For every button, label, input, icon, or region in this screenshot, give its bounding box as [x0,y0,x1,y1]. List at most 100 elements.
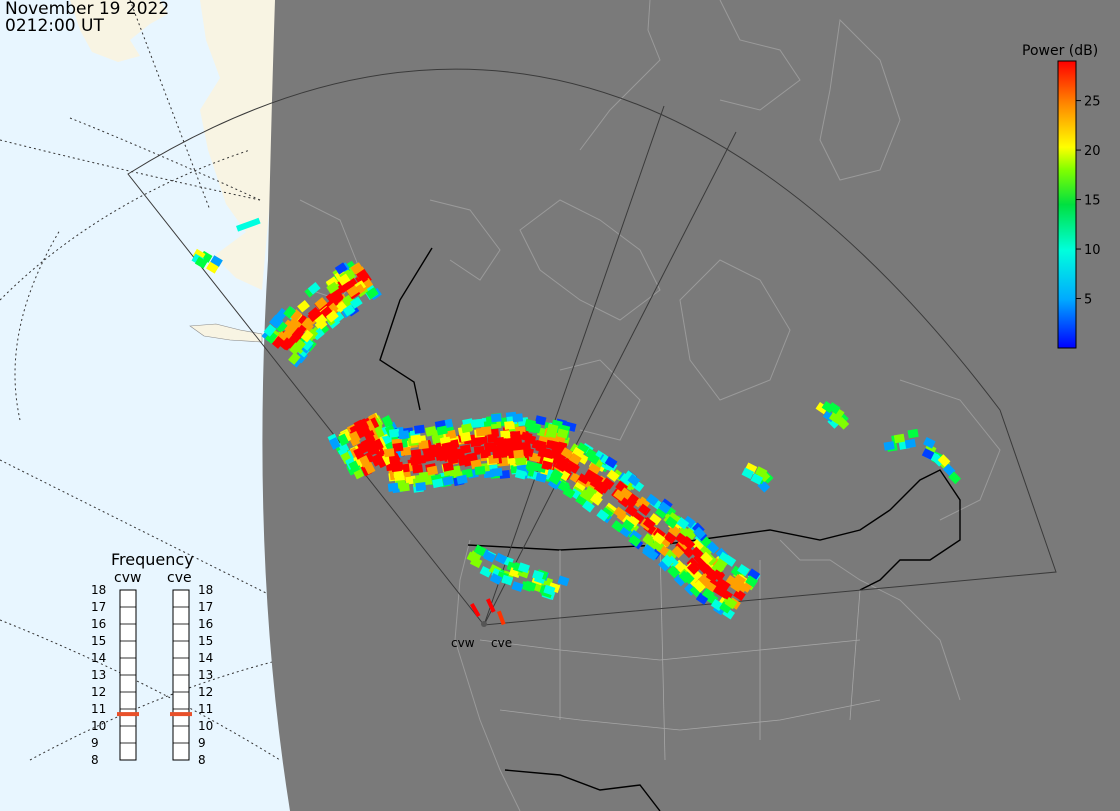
backscatter-cell [342,304,356,317]
backscatter-cell [206,261,219,274]
backscatter-cell [490,413,502,423]
graticule [0,0,281,761]
frequency-scale-label: 13 [198,668,213,682]
backscatter-cell [392,461,404,471]
frequency-scale-label: 14 [198,651,213,665]
backscatter-cell [517,562,530,574]
backscatter-cell [532,569,545,581]
backscatter-cell [601,477,615,490]
backscatter-cell [297,299,310,313]
alaska-landmass-east [200,0,290,290]
backscatter-cell [606,469,620,482]
backscatter-cell [414,455,426,465]
backscatter-cell [582,500,595,513]
backscatter-cell [364,442,377,456]
backscatter-cell [745,575,759,588]
backscatter-cell [337,433,350,447]
backscatter-cell [596,509,610,522]
backscatter-cell [543,584,556,596]
backscatter-cell [349,296,363,309]
backscatter-cell [357,418,370,431]
backscatter-cell [750,473,764,485]
backscatter-cell [334,300,348,314]
frequency-marker [170,712,192,717]
backscatter-cell [747,568,761,581]
backscatter-cell [436,425,448,436]
backscatter-cell [412,464,424,474]
backscatter-cell [426,465,439,476]
backscatter-cell [592,485,605,498]
colorbar-title: Power (dB) [1022,43,1098,59]
backscatter-cell [714,558,728,571]
backscatter-cell [493,437,505,446]
night-terminator-region [262,0,1120,811]
backscatter-cell [627,473,641,487]
backscatter-cell [398,430,410,440]
backscatter-cell [554,460,568,473]
backscatter-cell [545,427,558,439]
backscatter-cell [513,449,525,459]
frequency-scale-label: 10 [91,719,106,733]
backscatter-cell [349,430,361,444]
backscatter-cell [514,456,526,466]
backscatter-cell [524,580,537,592]
backscatter-cell [557,469,571,482]
backscatter-cell [571,446,585,459]
backscatter-cell [483,550,496,563]
backscatter-cell [441,441,453,452]
backscatter-cell [883,441,895,451]
backscatter-cell [325,290,339,304]
backscatter-cell [893,433,905,444]
backscatter-cell [658,501,671,514]
backscatter-cell [827,402,841,415]
backscatter-cell [613,488,626,502]
backscatter-cell [590,493,603,506]
backscatter-cell [326,310,339,323]
backscatter-cell [628,534,642,547]
alaska-landmass [70,0,168,62]
backscatter-cell [619,487,633,500]
backscatter-cell [689,584,703,598]
backscatter-cell [497,610,506,626]
backscatter-cell [280,337,294,351]
backscatter-cell [626,515,640,528]
backscatter-cell [711,562,725,575]
frequency-scale-label: 9 [91,736,99,750]
backscatter-cell [556,428,569,439]
backscatter-cell [392,442,404,452]
backscatter-cell [651,539,665,552]
backscatter-cell [485,598,496,613]
backscatter-cell [442,461,454,472]
alaska-peninsula [189,323,263,343]
backscatter-cell [642,517,656,530]
frequency-scale-label: 18 [198,583,213,597]
backscatter-cell [282,326,296,339]
backscatter-cell [631,511,645,525]
backscatter-cell [328,437,341,450]
backscatter-cells [191,217,962,626]
radar-site-label-cve: cve [491,636,512,650]
backscatter-cell [438,451,450,462]
backscatter-cell [346,285,360,298]
backscatter-cell [534,439,547,451]
backscatter-cell [365,287,379,300]
colorbar-tick-label: 15 [1084,194,1101,209]
frequency-scale-label: 14 [91,651,106,665]
backscatter-cell [330,292,344,306]
time-label: 0212:00 UT [5,16,104,36]
backscatter-cell [652,532,666,545]
backscatter-cell [725,574,739,588]
backscatter-cell [724,597,738,610]
backscatter-cell [415,482,427,492]
frequency-scale-label: 13 [91,668,106,682]
backscatter-cell [275,320,288,334]
backscatter-cell [491,467,503,477]
backscatter-cell [701,588,715,601]
colorbar-tick-label: 5 [1084,293,1092,308]
frequency-scale-label: 12 [91,685,106,699]
radar-fov [127,68,1057,626]
backscatter-cell [576,442,590,455]
backscatter-cell [270,315,284,329]
backscatter-cell [410,434,422,444]
backscatter-cell [671,545,685,559]
